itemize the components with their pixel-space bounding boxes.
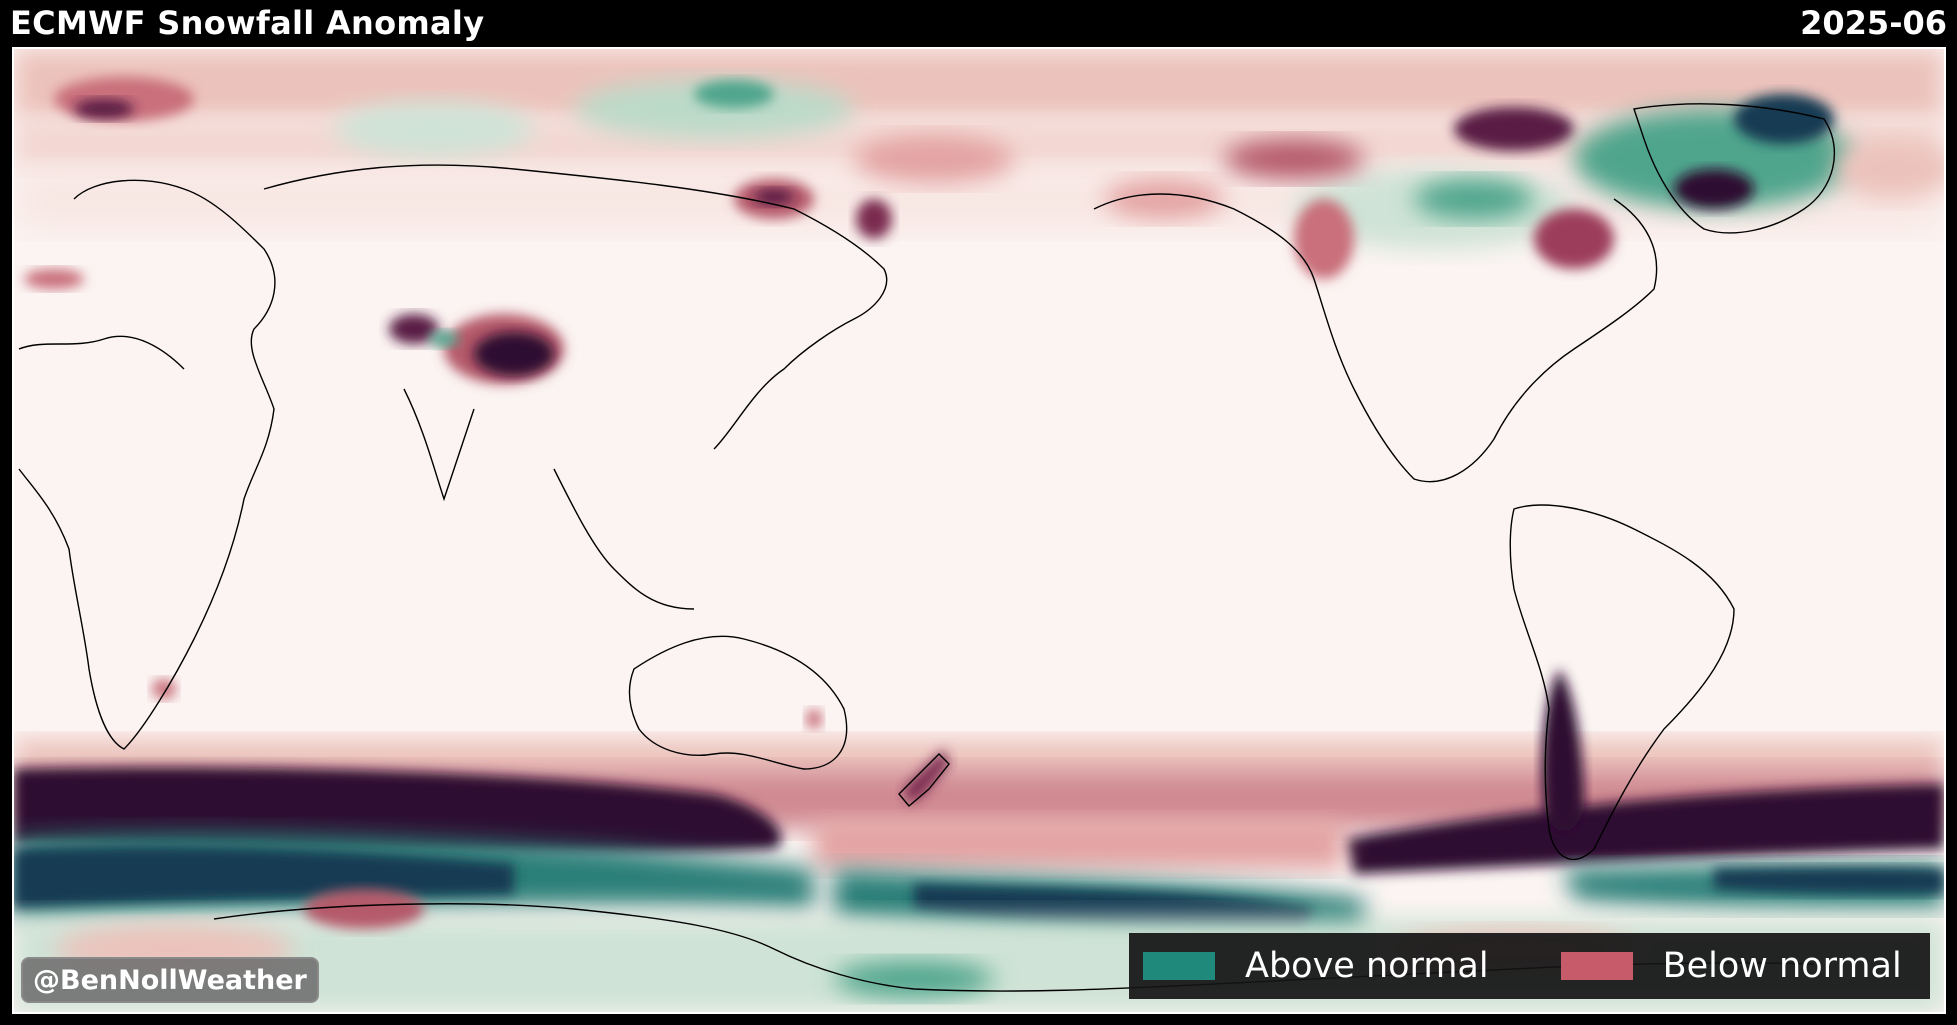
legend-swatch-above-normal [1143,952,1215,980]
coastline-new-zealand [898,753,950,807]
legend-item-above-normal: Above normal [1143,946,1489,986]
coastline-mediterranean [18,335,185,370]
coastline-north-america [1093,193,1658,483]
coastline-india [403,388,475,502]
coastline-south-america [1509,504,1735,860]
legend-label-above-normal: Above normal [1245,946,1489,986]
coastline-australia [628,635,848,770]
legend-swatch-below-normal [1560,952,1633,980]
map-date: 2025-06 [1800,4,1947,42]
credit-badge: @BenNollWeather [21,957,319,1003]
coastline-africa [18,179,276,750]
legend-item-below-normal: Below normal [1560,946,1902,986]
coastline-asia [263,164,888,450]
coastline-greenland [1633,103,1836,234]
northern-anomaly-field [14,49,1944,729]
map-canvas [14,49,1944,1012]
coastlines [18,103,1836,992]
map-title: ECMWF Snowfall Anomaly [10,4,485,42]
legend-label-below-normal: Below normal [1662,946,1902,986]
coastline-southeast-asia [553,468,695,610]
map-legend: Above normal Below normal [1129,933,1930,999]
snowfall-anomaly-map [12,47,1946,1014]
